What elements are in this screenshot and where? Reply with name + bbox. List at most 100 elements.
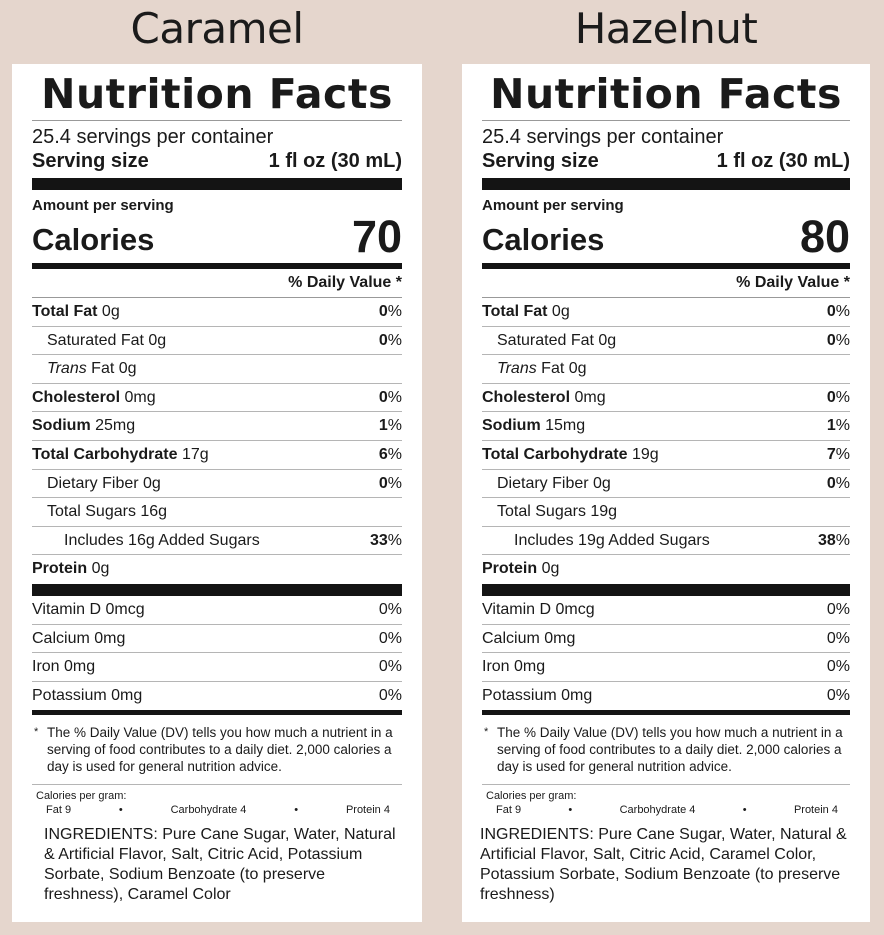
nutrient-row: Protein 0g [482, 555, 850, 584]
percent-number: 7 [826, 445, 836, 463]
nutrient-bold: Sodium [482, 417, 541, 435]
nutrient-amount: Total Sugars 16g [47, 503, 168, 521]
nutrient-list: Total Fat 0g 0% Saturated Fat 0g 0% Trans Fa… [482, 298, 850, 584]
nutrient-name: Total Sugars 19g [482, 498, 617, 526]
vitamin-name: Calcium 0mg [482, 629, 576, 647]
vitamin-row: Vitamin D 0mcg 0% [482, 596, 850, 625]
nutrient-list: Total Fat 0g 0% Saturated Fat 0g 0% Trans Fa… [32, 298, 402, 584]
calories-per-gram: Calories per gram: Fat 9 • Carbohydrate … [482, 784, 850, 817]
daily-value-percent: 38% [818, 527, 850, 555]
ingredients: INGREDIENTS: Pure Cane Sugar, Water, Nat… [480, 826, 847, 904]
cpg-fat: Fat 9 [46, 804, 72, 817]
daily-value-percent: 1% [827, 412, 850, 440]
nutrient-bold: Total Carbohydrate [482, 445, 628, 463]
nutrient-name: Total Fat 0g [482, 298, 570, 326]
vitamin-percent: 0% [826, 686, 850, 704]
cpg-sep: • [294, 804, 299, 817]
nutrient-amount: 0g [537, 560, 560, 578]
vitamin-row: Calcium 0mg 0% [482, 625, 850, 654]
nutrient-amount: Dietary Fiber 0g [497, 474, 611, 492]
percent-number: 0 [378, 474, 388, 492]
nutrient-bold: Sodium [32, 417, 91, 435]
cpg-carb: Carbohydrate 4 [619, 804, 696, 817]
percent-sign: % [387, 303, 402, 320]
nutrient-bold: Cholesterol [482, 388, 571, 406]
vitamin-percent: 0% [378, 629, 402, 647]
percent-number: 1 [826, 417, 836, 435]
nutrient-row: Dietary Fiber 0g 0% [482, 470, 850, 499]
nutrient-row: Trans Fat 0g [32, 355, 402, 384]
footnote-text: The % Daily Value (DV) tells you how muc… [47, 725, 393, 775]
serving-size-row: Serving size 1 fl oz (30 mL) [482, 149, 850, 173]
percent-sign: % [387, 417, 402, 435]
vitamin-percent: 0% [378, 658, 402, 676]
nutrient-row: Dietary Fiber 0g 0% [32, 470, 402, 499]
nutrient-amount: 0mg [570, 388, 606, 406]
divider-medium [32, 263, 402, 269]
percent-number: 1 [378, 417, 388, 435]
vitamin-percent: 0% [378, 600, 402, 618]
nutrient-row: Trans Fat 0g [482, 355, 850, 384]
nutrient-name: Sodium 15mg [482, 412, 585, 440]
vitamin-name: Potassium 0mg [482, 686, 593, 704]
nutrient-amount: 17g [177, 445, 209, 463]
nutrient-row: Total Fat 0g 0% [482, 298, 850, 327]
daily-value-percent: 7% [827, 441, 850, 469]
vitamin-row: Potassium 0mg 0% [482, 682, 850, 711]
vitamin-percent: 0% [826, 658, 850, 676]
daily-value-header: % Daily Value * [32, 269, 402, 298]
vitamin-list: Vitamin D 0mcg 0% Calcium 0mg 0% Iron 0mg 0% P… [482, 596, 850, 710]
nutrition-label-caramel: Nutrition Facts 25.4 servings per contai… [12, 64, 422, 922]
serving-size-label: Serving size [482, 150, 599, 172]
nutrient-bold: Cholesterol [32, 388, 121, 406]
ingredients: INGREDIENTS: Pure Cane Sugar, Water, Nat… [44, 826, 396, 904]
divider-footer [482, 710, 850, 716]
percent-sign: % [387, 531, 402, 549]
servings-per-container: 25.4 servings per container [32, 126, 274, 148]
daily-value-footnote: * The % Daily Value (DV) tells you how m… [32, 724, 402, 775]
nutrient-bold: Total Fat [32, 303, 98, 320]
percent-sign: % [835, 303, 850, 320]
divider-thick [32, 583, 402, 596]
daily-value-percent: 0% [827, 327, 850, 355]
divider-thick [482, 583, 850, 596]
footnote-star: * [34, 726, 39, 739]
percent-number: 0 [826, 474, 836, 492]
nutrient-name: Dietary Fiber 0g [482, 470, 611, 498]
percent-number: 6 [378, 445, 388, 463]
percent-number: 0 [378, 388, 388, 406]
nutrient-row: Sodium 25mg 1% [32, 412, 402, 441]
cpg-carb: Carbohydrate 4 [170, 804, 247, 817]
percent-number: 33 [369, 531, 388, 549]
nutrient-name: Cholesterol 0mg [482, 384, 606, 412]
serving-size-value: 1 fl oz (30 mL) [716, 150, 850, 172]
divider-thick [32, 178, 402, 190]
nutrient-amount: Saturated Fat 0g [497, 331, 617, 349]
nutrient-row: Sodium 15mg 1% [482, 412, 850, 441]
nutrient-name: Total Fat 0g [32, 298, 120, 326]
nutrient-row: Protein 0g [32, 555, 402, 584]
nutrient-name: Includes 19g Added Sugars [482, 527, 710, 555]
cpg-protein: Protein 4 [793, 804, 838, 817]
percent-sign: % [387, 474, 402, 492]
nutrient-row: Cholesterol 0mg 0% [32, 384, 402, 413]
vitamin-name: Vitamin D 0mcg [482, 600, 595, 618]
nutrient-row: Includes 19g Added Sugars 38% [482, 527, 850, 556]
nutrient-row: Cholesterol 0mg 0% [482, 384, 850, 413]
nutrient-amount: 0g [97, 303, 120, 320]
amount-per-serving: Amount per serving [482, 197, 624, 214]
percent-sign: % [835, 417, 850, 435]
nutrient-amount: Includes 19g Added Sugars [514, 531, 710, 549]
vitamin-name: Calcium 0mg [32, 629, 126, 647]
daily-value-header: % Daily Value * [482, 269, 850, 298]
nutrient-name: Trans Fat 0g [32, 355, 137, 383]
nutrient-name: Protein 0g [32, 555, 109, 584]
flavor-title-caramel: Caramel [130, 4, 305, 53]
nutrient-row: Total Carbohydrate 19g 7% [482, 441, 850, 470]
divider-footer [32, 710, 402, 716]
cpg-items: Fat 9 • Carbohydrate 4 • Protein 4 [486, 803, 850, 817]
nutrient-amount: Fat 0g [536, 360, 587, 378]
percent-sign: % [387, 331, 402, 349]
nutrient-bold: Total Fat [482, 303, 548, 320]
nutrient-amount: Includes 16g Added Sugars [64, 531, 260, 549]
